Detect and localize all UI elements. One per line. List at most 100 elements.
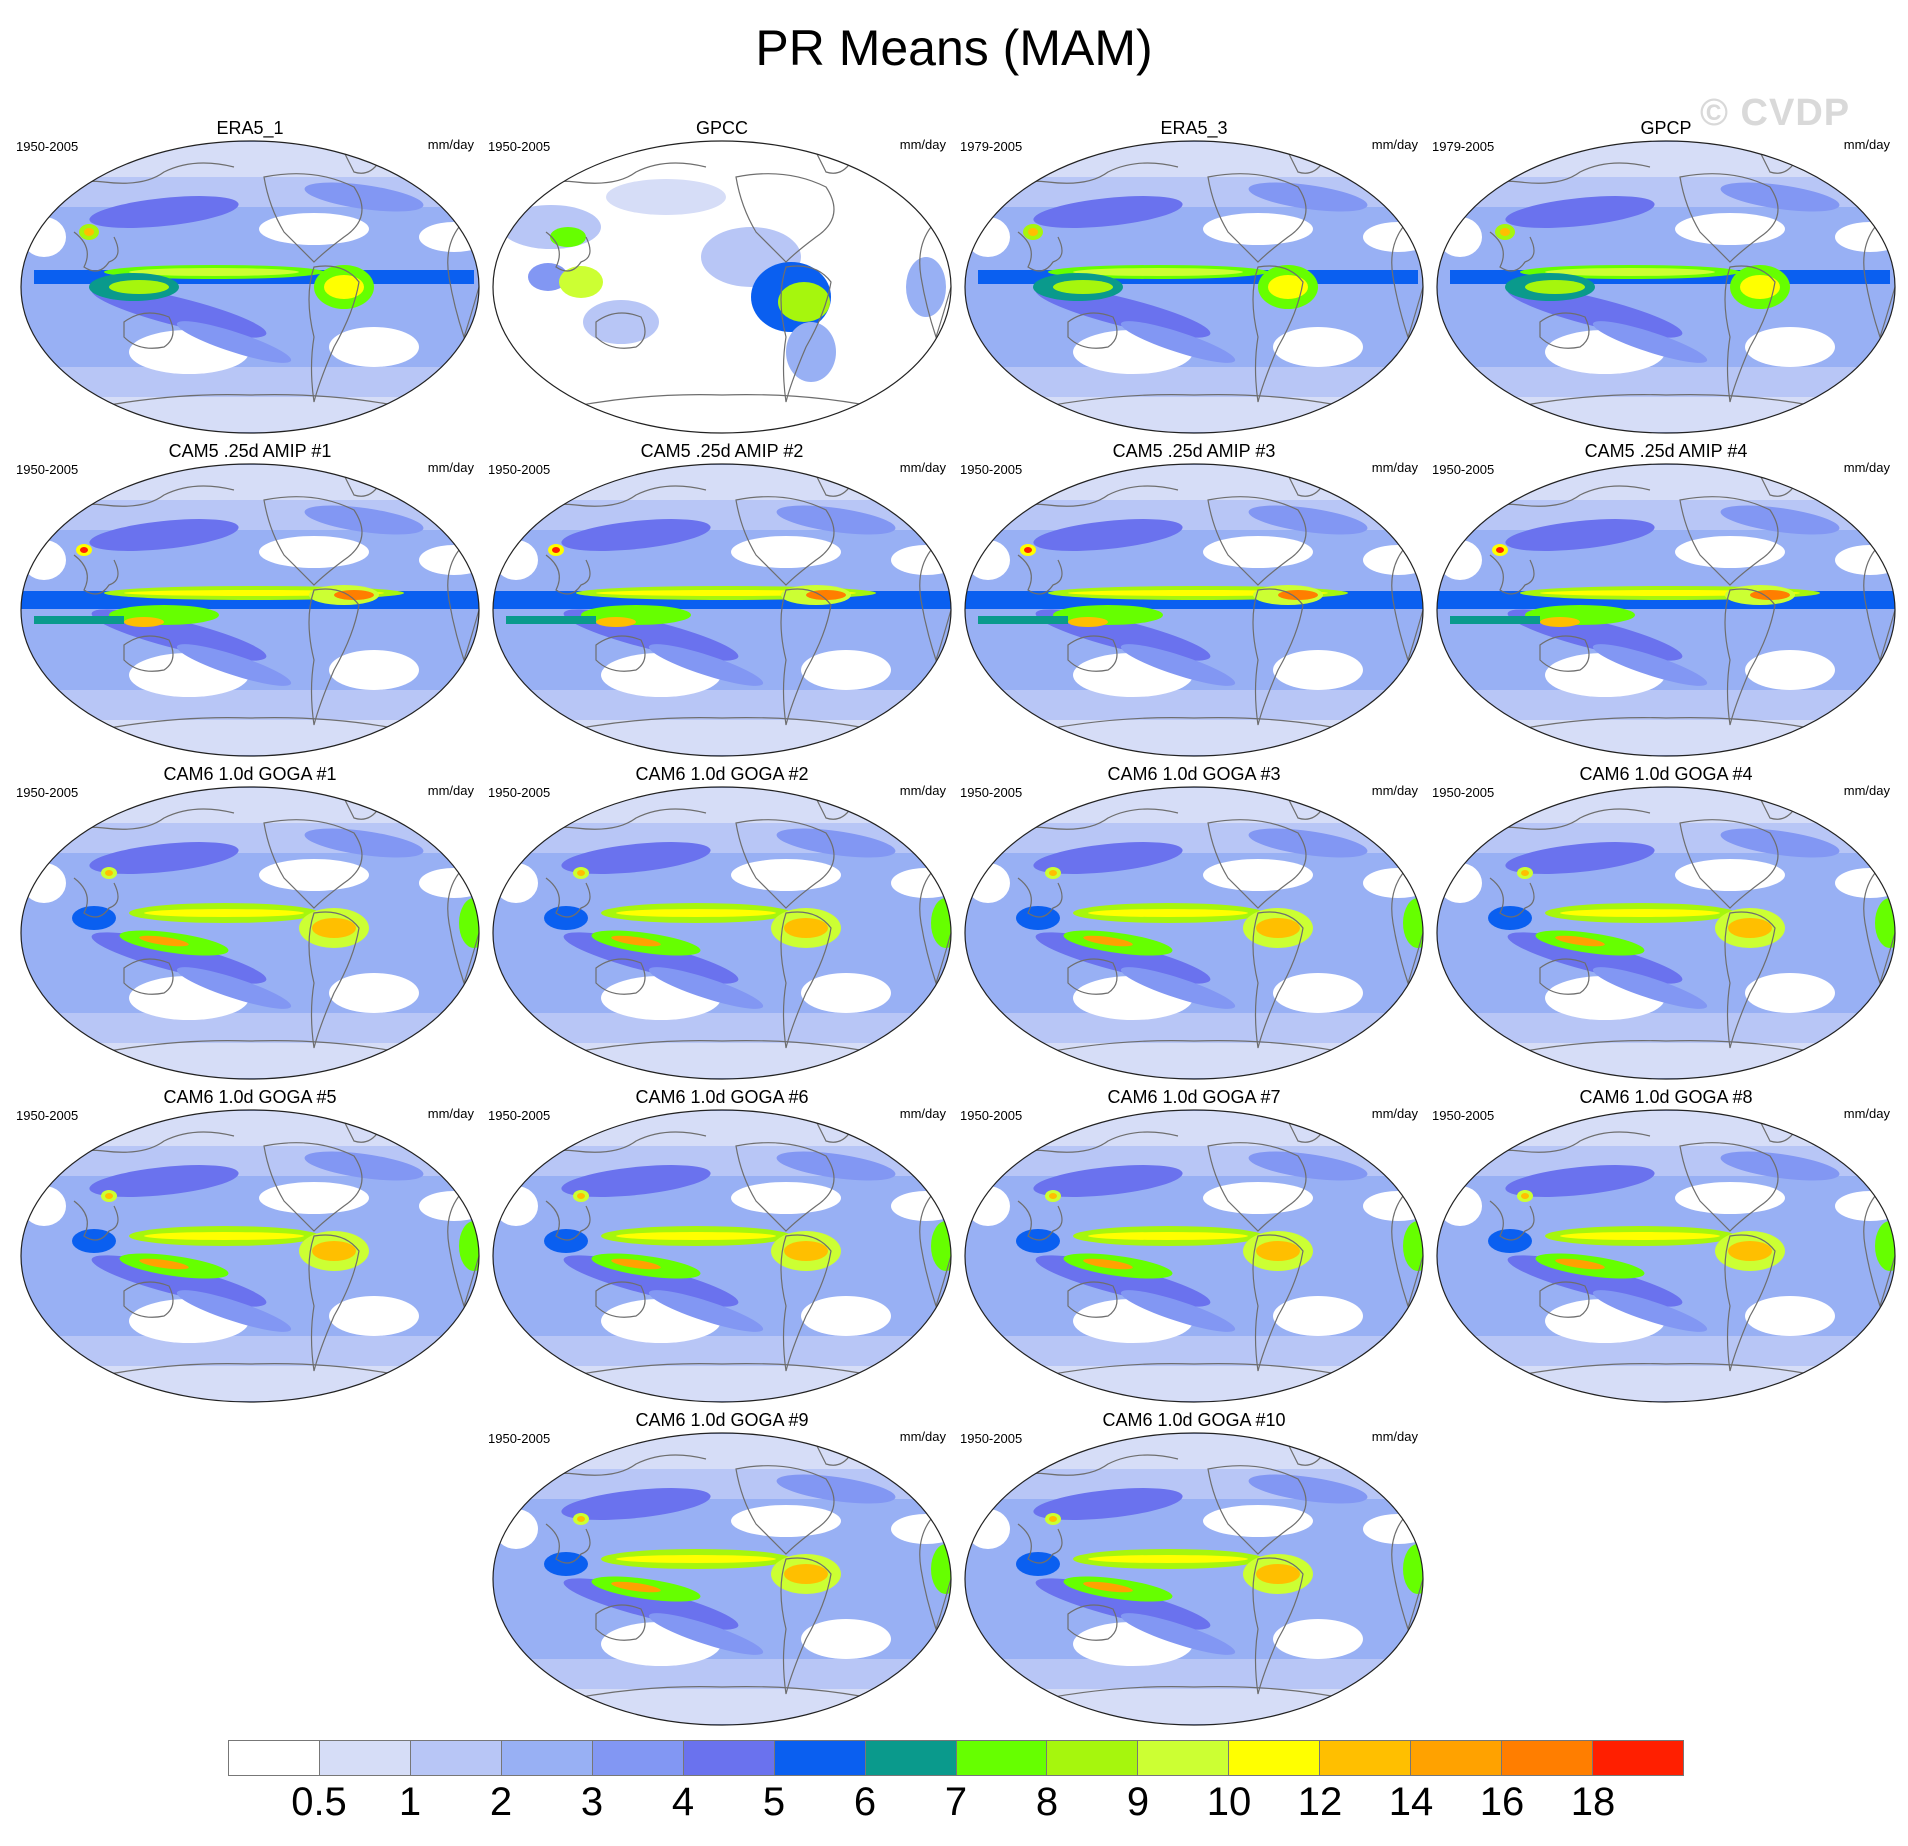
colorbar-label: 5	[762, 1780, 786, 1824]
colorbar-swatch	[319, 1741, 411, 1775]
colorbar-swatch	[592, 1741, 684, 1775]
panel-title: GPCC	[695, 118, 748, 138]
colorbar-label: 7	[944, 1780, 968, 1824]
map-panel: CAM6 1.0d GOGA #2 1950-2005 mm/day	[486, 763, 958, 1083]
panel-title: CAM6 1.0d GOGA #1	[163, 764, 337, 784]
precipitation-map	[492, 1109, 952, 1403]
panel-period: 1950-2005	[960, 1108, 1023, 1123]
colorbar-swatch	[865, 1741, 957, 1775]
colorbar-label: 8	[1035, 1780, 1059, 1824]
colorbar-swatch	[1138, 1741, 1230, 1775]
panel-period: 1950-2005	[488, 139, 551, 154]
precipitation-map	[1436, 786, 1896, 1080]
colorbar-swatch	[1047, 1741, 1139, 1775]
panel-title: ERA5_3	[1160, 118, 1228, 138]
panel-title: CAM5 .25d AMIP #1	[168, 441, 332, 461]
map-panel: ERA5_1 1950-2005 mm/day	[14, 117, 486, 437]
panel-period: 1979-2005	[960, 139, 1023, 154]
panel-period: 1950-2005	[488, 462, 551, 477]
precipitation-map	[492, 463, 952, 757]
panel-units: mm/day	[1843, 1106, 1890, 1121]
panel-units: mm/day	[899, 783, 946, 798]
panel-period: 1950-2005	[960, 462, 1023, 477]
colorbar-swatch	[410, 1741, 502, 1775]
panel-title: CAM6 1.0d GOGA #5	[163, 1087, 337, 1107]
precipitation-map	[964, 463, 1424, 757]
panel-units: mm/day	[1371, 137, 1418, 152]
panel-title: CAM6 1.0d GOGA #3	[1107, 764, 1281, 784]
figure-title: PR Means (MAM)	[755, 20, 1153, 76]
panel-units: mm/day	[899, 1106, 946, 1121]
map-panel: GPCC 1950-2005 mm/day	[486, 117, 958, 437]
precipitation-map	[492, 786, 952, 1080]
map-panel: CAM6 1.0d GOGA #1 1950-2005 mm/day	[14, 763, 486, 1083]
panel-units: mm/day	[1843, 783, 1890, 798]
colorbar-swatch	[1320, 1741, 1412, 1775]
colorbar-label: 6	[853, 1780, 877, 1824]
panel-units: mm/day	[427, 783, 474, 798]
panel-title: CAM6 1.0d GOGA #8	[1579, 1087, 1753, 1107]
colorbar-swatch	[1411, 1741, 1503, 1775]
colorbar-swatch	[229, 1741, 320, 1775]
map-panel: CAM6 1.0d GOGA #3 1950-2005 mm/day	[958, 763, 1430, 1083]
panel-period: 1950-2005	[488, 1431, 551, 1446]
panel-period: 1950-2005	[488, 1108, 551, 1123]
panel-units: mm/day	[1371, 460, 1418, 475]
colorbar-label: 9	[1126, 1780, 1150, 1824]
colorbar-swatch	[1502, 1741, 1594, 1775]
panel-units: mm/day	[427, 137, 474, 152]
panel-units: mm/day	[1843, 137, 1890, 152]
panel-title: CAM6 1.0d GOGA #4	[1579, 764, 1753, 784]
colorbar-label: 16	[1479, 1780, 1525, 1824]
precipitation-map	[20, 140, 480, 434]
panel-title: CAM6 1.0d GOGA #2	[635, 764, 809, 784]
colorbar-labels: 0.5 1 2 3 4 5 6 7 8 9 10 12 14 16 18	[228, 1778, 1684, 1828]
panel-period: 1950-2005	[16, 462, 79, 477]
colorbar-label: 18	[1570, 1780, 1616, 1824]
panel-period: 1950-2005	[16, 1108, 79, 1123]
precipitation-map	[20, 786, 480, 1080]
map-panel: CAM5 .25d AMIP #1 1950-2005 mm/day	[14, 440, 486, 760]
precipitation-map	[1436, 463, 1896, 757]
precipitation-map	[964, 1432, 1424, 1726]
colorbar-swatch	[501, 1741, 593, 1775]
panel-units: mm/day	[1371, 1106, 1418, 1121]
panel-units: mm/day	[1371, 783, 1418, 798]
panel-period: 1950-2005	[1432, 785, 1495, 800]
colorbar-label: 3	[580, 1780, 604, 1824]
precipitation-map	[964, 1109, 1424, 1403]
panel-units: mm/day	[427, 460, 474, 475]
map-panel: CAM5 .25d AMIP #4 1950-2005 mm/day	[1430, 440, 1902, 760]
panel-period: 1950-2005	[960, 1431, 1023, 1446]
precipitation-map	[20, 1109, 480, 1403]
precipitation-map	[492, 140, 952, 434]
map-panel: CAM6 1.0d GOGA #10 1950-2005 mm/day	[958, 1409, 1430, 1729]
colorbar-swatch	[774, 1741, 866, 1775]
panel-title: CAM5 .25d AMIP #4	[1584, 441, 1748, 461]
colorbar-label: 10	[1206, 1780, 1252, 1824]
colorbar-swatch	[1229, 1741, 1321, 1775]
panel-title: CAM6 1.0d GOGA #9	[635, 1410, 809, 1430]
panel-units: mm/day	[1371, 1429, 1418, 1444]
map-panel: CAM6 1.0d GOGA #7 1950-2005 mm/day	[958, 1086, 1430, 1406]
map-panel: CAM6 1.0d GOGA #6 1950-2005 mm/day	[486, 1086, 958, 1406]
panel-units: mm/day	[427, 1106, 474, 1121]
panel-title: CAM6 1.0d GOGA #10	[1102, 1410, 1286, 1430]
colorbar-swatch	[683, 1741, 775, 1775]
cvdp-watermark: © CVDP	[1700, 92, 1851, 134]
precipitation-map	[20, 463, 480, 757]
panel-units: mm/day	[899, 137, 946, 152]
panel-period: 1950-2005	[1432, 1108, 1495, 1123]
map-panel: CAM5 .25d AMIP #2 1950-2005 mm/day	[486, 440, 958, 760]
panel-title: CAM5 .25d AMIP #2	[640, 441, 804, 461]
colorbar-label: 14	[1388, 1780, 1434, 1824]
colorbar-label: 4	[671, 1780, 695, 1824]
precipitation-map	[1436, 140, 1896, 434]
panel-period: 1950-2005	[1432, 462, 1495, 477]
colorbar-label: 2	[489, 1780, 513, 1824]
map-panel: CAM6 1.0d GOGA #5 1950-2005 mm/day	[14, 1086, 486, 1406]
panel-period: 1950-2005	[960, 785, 1023, 800]
precipitation-map	[492, 1432, 952, 1726]
panel-period: 1950-2005	[16, 785, 79, 800]
colorbar-swatch	[956, 1741, 1048, 1775]
